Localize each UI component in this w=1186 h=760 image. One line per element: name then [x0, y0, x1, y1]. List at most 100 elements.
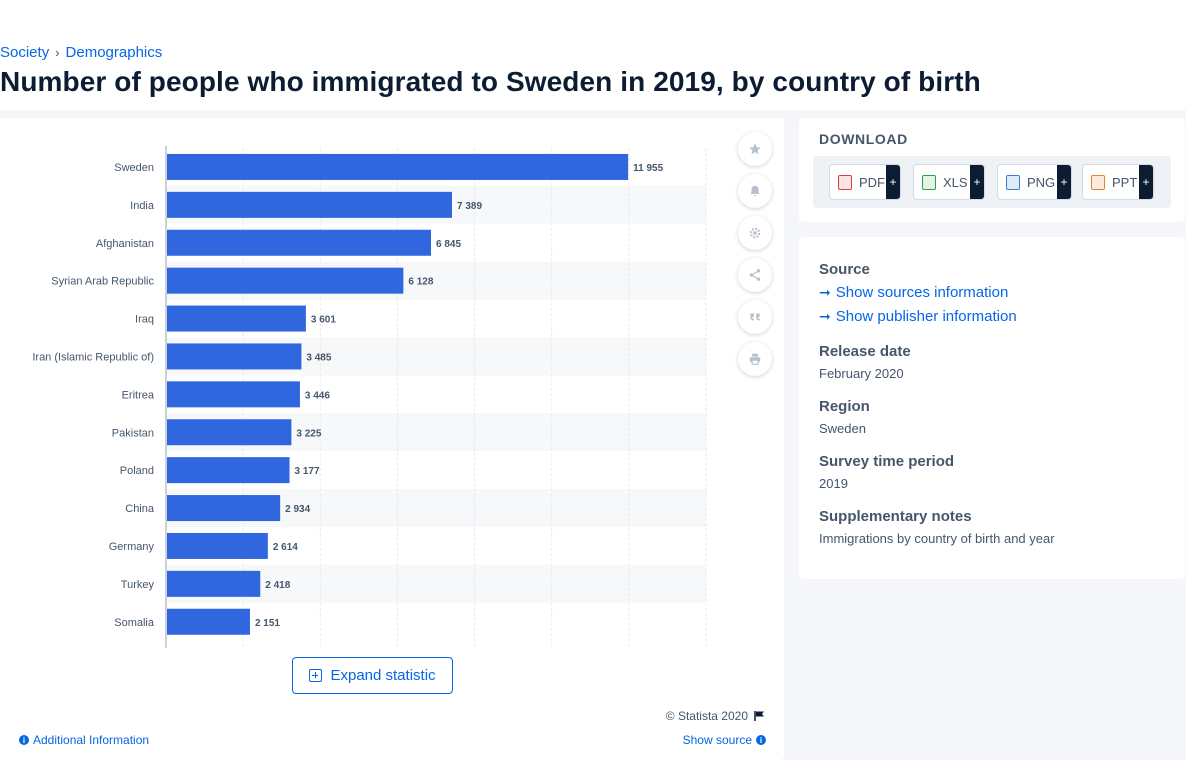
copyright: © Statista 2020	[666, 709, 766, 723]
share-icon	[748, 268, 762, 282]
show-source-link[interactable]: Show source i	[683, 733, 766, 747]
category-label: China	[125, 503, 155, 515]
download-ppt-button[interactable]: PPT +	[1082, 164, 1154, 200]
data-label: 2 614	[273, 542, 298, 553]
pdf-file-icon	[838, 175, 852, 190]
arrow-right-icon: ➞	[819, 308, 831, 325]
expand-icon	[309, 669, 322, 682]
bar-chart: Sweden 11 955 India 7 389 Afghanistan 6 845 Sy…	[0, 118, 784, 648]
xls-file-icon	[922, 175, 936, 190]
download-png-button[interactable]: PNG +	[997, 164, 1072, 200]
category-label: Somalia	[114, 617, 155, 629]
data-label: 3 177	[295, 466, 320, 477]
category-label: Eritrea	[122, 389, 155, 401]
gear-icon	[748, 226, 762, 240]
info-icon: i	[756, 735, 766, 745]
show-source-label: Show source	[683, 733, 752, 747]
region-value: Sweden	[819, 421, 866, 436]
category-label: Iran (Islamic Republic of)	[32, 351, 154, 363]
category-label: Sweden	[114, 162, 154, 174]
show-sources-label: Show sources information	[836, 284, 1009, 301]
show-publisher-label: Show publisher information	[836, 308, 1017, 325]
category-label: Syrian Arab Republic	[51, 276, 154, 288]
info-icon: i	[19, 735, 29, 745]
download-xls-button[interactable]: XLS +	[913, 164, 985, 200]
bar-somalia	[167, 609, 250, 635]
source-card: Source ➞ Show sources information ➞ Show…	[799, 237, 1185, 579]
png-file-icon	[1006, 175, 1020, 190]
bar-iran-islamic-republic-of-	[167, 343, 301, 369]
release-date-value: February 2020	[819, 366, 904, 381]
plus-icon: +	[1057, 165, 1071, 199]
category-label: Germany	[109, 541, 155, 553]
category-label: Afghanistan	[96, 238, 154, 250]
bar-germany	[167, 533, 268, 559]
quote-icon	[748, 310, 762, 324]
additional-information-link[interactable]: i Additional Information	[19, 733, 149, 747]
bell-icon	[748, 184, 762, 198]
arrow-right-icon: ➞	[819, 284, 831, 301]
data-label: 2 151	[255, 618, 280, 629]
category-label: Pakistan	[112, 427, 154, 439]
data-label: 3 485	[306, 352, 331, 363]
data-label: 7 389	[457, 201, 482, 212]
category-label: Turkey	[121, 579, 155, 591]
bar-eritrea	[167, 381, 300, 407]
chart-toolbar	[738, 132, 772, 376]
flag-icon[interactable]	[754, 710, 766, 722]
survey-period-value: 2019	[819, 476, 848, 491]
data-label: 3 225	[296, 428, 321, 439]
download-png-label: PNG	[1027, 175, 1057, 190]
page-title: Number of people who immigrated to Swede…	[0, 66, 981, 98]
notification-button[interactable]	[738, 174, 772, 208]
favorite-button[interactable]	[738, 132, 772, 166]
plus-icon: +	[970, 165, 984, 199]
download-ppt-label: PPT	[1112, 175, 1139, 190]
download-card: DOWNLOAD PDF + XLS + PNG + PPT +	[799, 118, 1185, 222]
download-pdf-button[interactable]: PDF +	[829, 164, 901, 200]
download-pdf-label: PDF	[859, 175, 886, 190]
additional-information-label: Additional Information	[33, 733, 149, 747]
supplementary-notes-value: Immigrations by country of birth and yea…	[819, 531, 1055, 546]
ppt-file-icon	[1091, 175, 1105, 190]
print-icon	[748, 352, 762, 366]
data-label: 2 934	[285, 504, 310, 515]
breadcrumb-demographics[interactable]: Demographics	[66, 44, 163, 61]
bar-sweden	[167, 154, 628, 180]
plus-icon: +	[886, 165, 900, 199]
settings-button[interactable]	[738, 216, 772, 250]
category-label: Poland	[120, 465, 154, 477]
bar-poland	[167, 457, 290, 483]
supplementary-notes-heading: Supplementary notes	[819, 508, 972, 525]
category-label: India	[130, 200, 155, 212]
bar-afghanistan	[167, 230, 431, 256]
breadcrumb-separator: ›	[55, 45, 59, 60]
copyright-text: © Statista 2020	[666, 709, 748, 723]
data-label: 11 955	[633, 163, 663, 174]
data-label: 6 845	[436, 239, 461, 250]
cite-button[interactable]	[738, 300, 772, 334]
survey-period-heading: Survey time period	[819, 453, 954, 470]
bar-syrian-arab-republic	[167, 268, 403, 294]
plus-icon: +	[1139, 165, 1153, 199]
star-icon	[748, 142, 762, 156]
bar-india	[167, 192, 452, 218]
print-button[interactable]	[738, 342, 772, 376]
region-heading: Region	[819, 398, 870, 415]
download-xls-label: XLS	[943, 175, 970, 190]
share-button[interactable]	[738, 258, 772, 292]
breadcrumb-society[interactable]: Society	[0, 44, 49, 61]
data-label: 3 601	[311, 315, 336, 326]
download-title: DOWNLOAD	[819, 131, 908, 147]
expand-statistic-button[interactable]: Expand statistic	[292, 657, 453, 694]
data-label: 2 418	[265, 580, 290, 591]
show-sources-link[interactable]: ➞ Show sources information	[819, 284, 1008, 301]
release-date-heading: Release date	[819, 343, 911, 360]
bar-china	[167, 495, 280, 521]
category-label: Iraq	[135, 314, 154, 326]
expand-statistic-label: Expand statistic	[330, 667, 435, 684]
bar-turkey	[167, 571, 260, 597]
show-publisher-link[interactable]: ➞ Show publisher information	[819, 308, 1017, 325]
bar-pakistan	[167, 419, 291, 445]
